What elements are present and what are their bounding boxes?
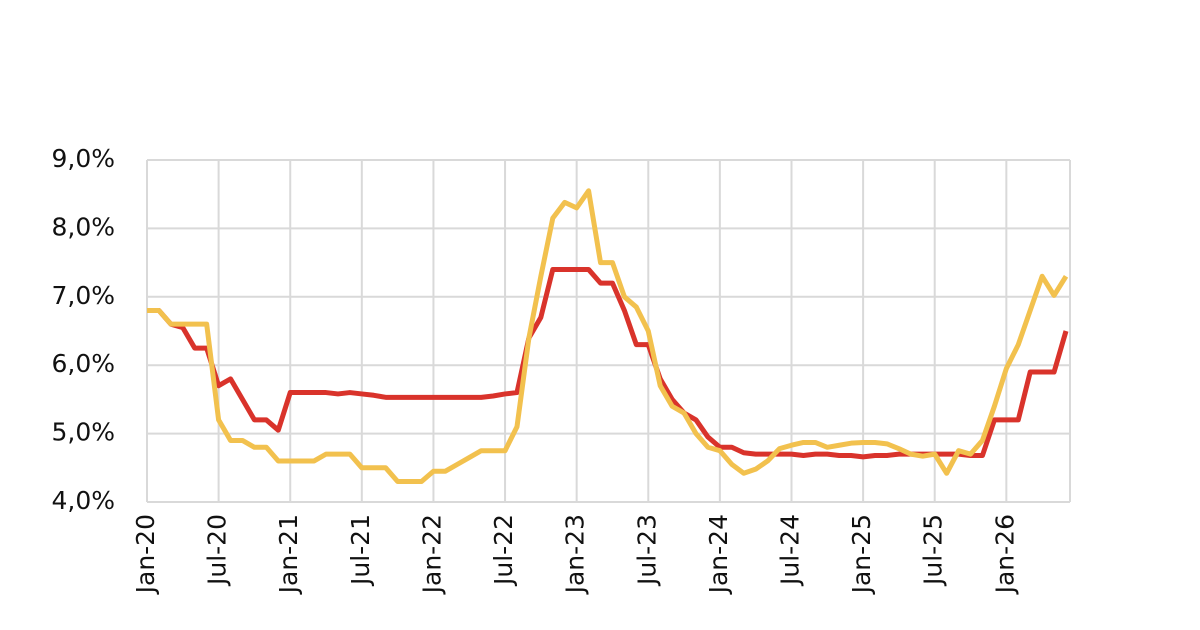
x-tick-label: Jan-26 xyxy=(990,514,1019,595)
x-tick-label: Jan-23 xyxy=(561,514,590,595)
x-tick-label: Jul-23 xyxy=(632,514,661,587)
x-tick-label: Jan-20 xyxy=(131,514,160,595)
x-tick-label: Jul-24 xyxy=(775,514,804,587)
x-tick-label: Jan-25 xyxy=(847,514,876,595)
y-tick-label: 8,0% xyxy=(51,212,115,241)
x-tick-label: Jul-21 xyxy=(346,514,375,587)
x-tick-label: Jul-25 xyxy=(919,514,948,587)
x-tick-label: Jul-22 xyxy=(489,514,518,587)
x-tick-label: Jul-20 xyxy=(203,514,232,587)
series-line xyxy=(147,188,1069,484)
y-tick-label: 7,0% xyxy=(51,281,115,310)
x-tick-label: Jan-21 xyxy=(274,514,303,595)
y-tick-label: 6,0% xyxy=(51,349,115,378)
y-tick-label: 5,0% xyxy=(51,418,115,447)
x-tick-label: Jan-24 xyxy=(704,514,733,595)
x-tick-label: Jan-22 xyxy=(417,514,446,595)
y-tick-label: 4,0% xyxy=(51,486,115,515)
y-tick-label: 9,0% xyxy=(51,144,115,173)
